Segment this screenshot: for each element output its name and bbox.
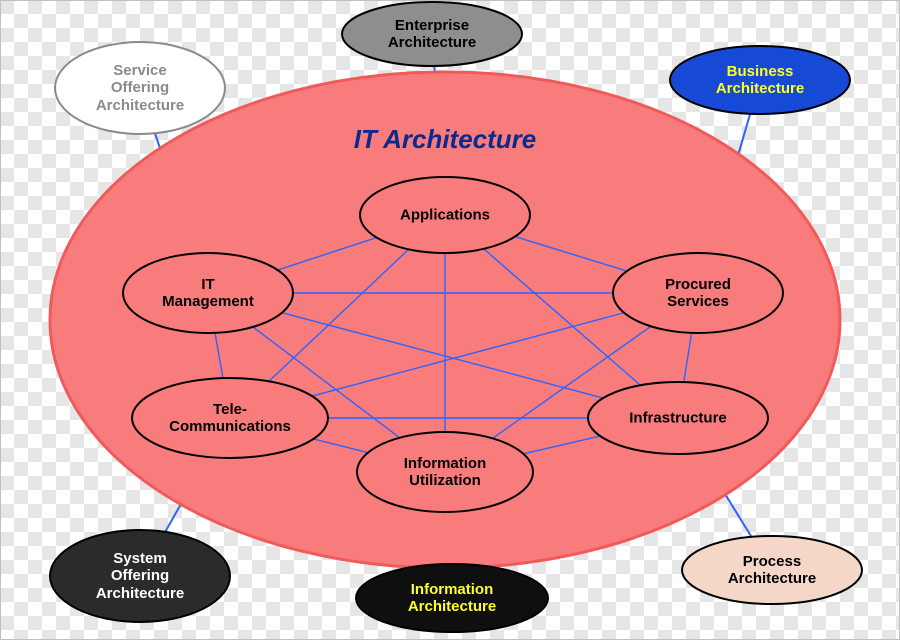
node-information [356,564,548,632]
node-telecom [132,378,328,458]
node-info-util [357,432,533,512]
node-system-off [50,530,230,622]
node-enterprise [342,2,522,66]
diagram-svg [0,0,900,640]
node-process [682,536,862,604]
node-business [670,46,850,114]
node-applications [360,177,530,253]
node-procured [613,253,783,333]
node-infrastructure [588,382,768,454]
diagram-stage: ApplicationsIT ManagementProcured Servic… [0,0,900,640]
node-service-off [55,42,225,134]
node-it-management [123,253,293,333]
